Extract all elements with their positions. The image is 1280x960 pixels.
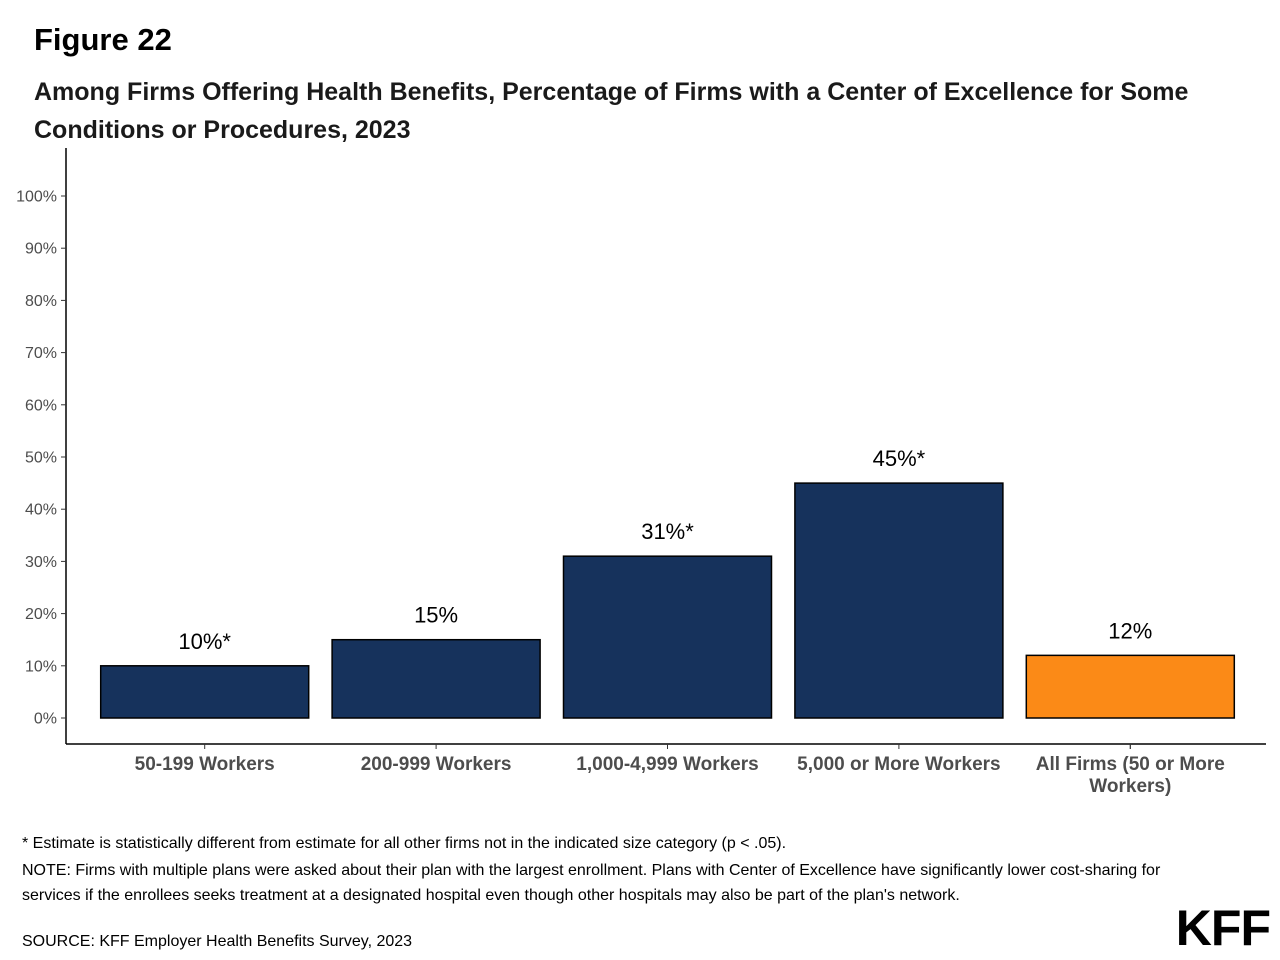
y-tick-label: 30% xyxy=(25,554,57,571)
data-label: 10%* xyxy=(178,629,231,654)
bar xyxy=(1025,654,1236,719)
y-tick-label: 70% xyxy=(25,345,57,362)
y-tick-label: 50% xyxy=(25,450,57,467)
x-tick-label: 200-999 Workers xyxy=(361,754,512,775)
y-tick-label: 100% xyxy=(16,189,57,206)
y-tick-label: 0% xyxy=(34,711,57,728)
source-text: SOURCE: KFF Employer Health Benefits Sur… xyxy=(22,933,413,950)
x-tick-label: 50-199 Workers xyxy=(135,754,275,775)
bar xyxy=(99,665,310,719)
x-tick-label: All Firms (50 or More xyxy=(1036,754,1225,775)
y-tick-label: 60% xyxy=(25,397,57,414)
bar xyxy=(562,555,773,719)
x-tick-label: 5,000 or More Workers xyxy=(797,754,1000,775)
y-tick-label: 40% xyxy=(25,502,57,519)
figure-label: Figure 22 xyxy=(34,22,172,57)
bar xyxy=(794,482,1004,719)
data-label: 31%* xyxy=(641,519,694,544)
data-label: 45%* xyxy=(873,446,926,471)
y-tick-label: 80% xyxy=(25,293,57,310)
bar xyxy=(331,638,541,719)
y-tick-label: 10% xyxy=(25,658,57,675)
bar-chart: 0% 10% 20% 30% 40% 50% 60% 70% 80% 90% 100% 10%* 50-… xyxy=(16,148,1266,797)
x-tick-label: 1,000-4,999 Workers xyxy=(576,754,758,775)
y-tick-label: 90% xyxy=(25,241,57,258)
kff-logo: KFF xyxy=(1175,900,1271,956)
x-tick-label: Workers) xyxy=(1089,776,1171,797)
chart-title: Among Firms Offering Health Benefits, Pe… xyxy=(34,78,1189,144)
y-tick-label: 20% xyxy=(25,606,57,623)
data-label: 12% xyxy=(1108,618,1152,643)
note-text: NOTE: Firms with multiple plans were ask… xyxy=(22,862,1161,904)
footnote: * Estimate is statistically different fr… xyxy=(22,835,787,852)
data-label: 15% xyxy=(414,603,458,628)
